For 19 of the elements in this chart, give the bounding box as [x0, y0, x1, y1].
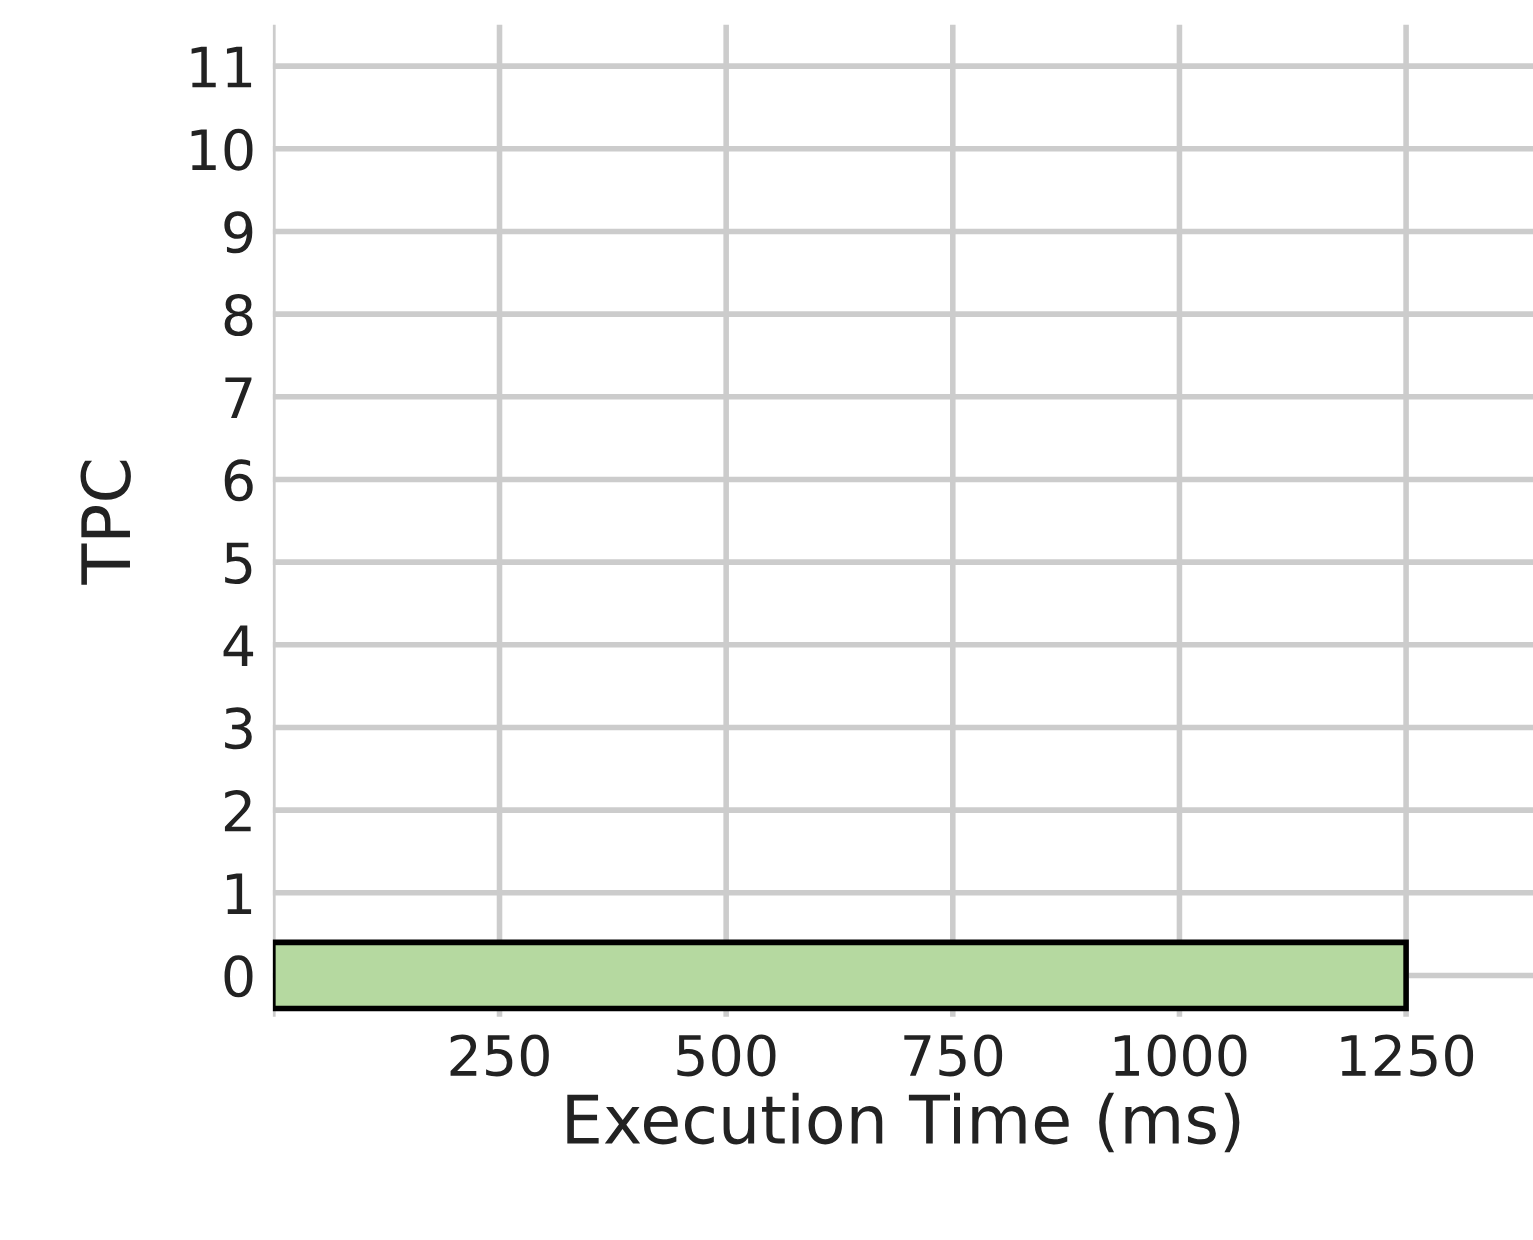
x-tick-label: 1000 [1114, 1034, 1247, 1077]
y-tick-label: 0 [224, 955, 253, 998]
y-tick-label: 10 [191, 128, 253, 171]
y-axis-title: TPC [80, 460, 131, 585]
y-tick-label: 2 [224, 790, 251, 832]
x-axis-title: Execution Time (ms) [567, 1092, 1240, 1153]
y-tick-label: 1 [226, 873, 252, 914]
y-tick-label: 3 [225, 707, 252, 750]
y-tick-label: 4 [223, 625, 254, 666]
x-tick-label: 1250 [1341, 1034, 1474, 1077]
x-tick-label: 750 [904, 1034, 1003, 1077]
y-tick-label: 9 [224, 211, 253, 254]
y-tick-label: 7 [225, 377, 252, 418]
y-tick-label: 5 [225, 542, 252, 585]
y-tick-label: 11 [191, 46, 252, 88]
y-tick-label: 6 [224, 459, 253, 502]
x-tick-label: 250 [450, 1034, 549, 1077]
x-tick-label: 500 [677, 1034, 776, 1077]
y-tick-label: 8 [224, 294, 253, 337]
